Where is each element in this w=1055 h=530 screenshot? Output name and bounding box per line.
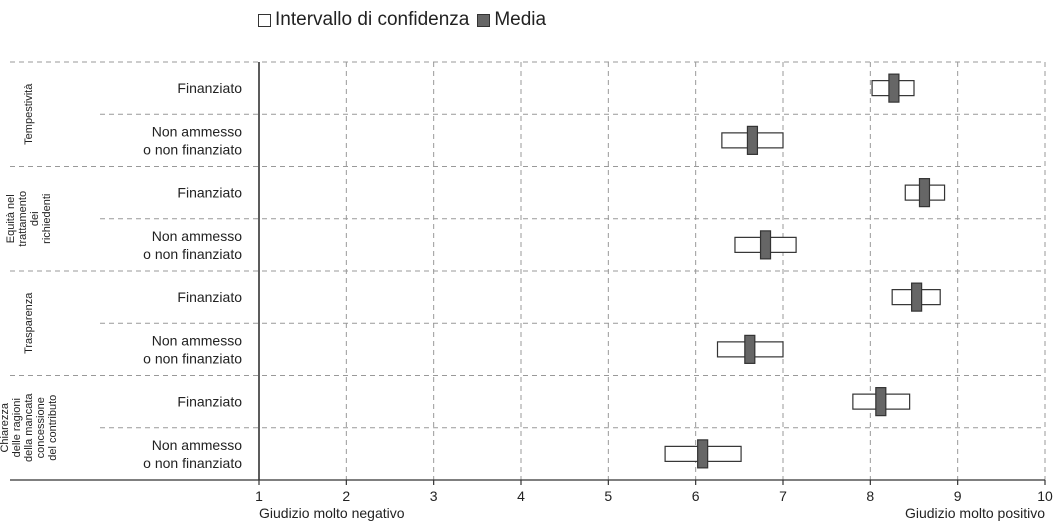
legend-item-ci: Intervallo di confidenza [258,9,469,31]
group-label-line: del contributo [47,395,59,461]
x-tick-label: 2 [342,488,350,504]
x-tick-label: 6 [692,488,700,504]
mean-marker [744,334,756,364]
category-label: o non finanziato [143,455,242,471]
group-label-line: Trasparenza [23,292,35,354]
group-label-line: della mancata [23,393,35,462]
group-label-line: richiedenti [41,194,53,244]
mean-swatch [477,13,491,27]
x-tick-label: 5 [604,488,612,504]
mean-marker [888,73,900,103]
category-label: Finanziato [177,80,242,96]
group-label: Equità neltrattamentodeirichiedenti [5,191,53,247]
group-label-line: delle ragioni [11,398,23,457]
group-label-line: Tempestività [23,83,35,145]
mean-marker [875,387,887,417]
category-label: Finanziato [177,289,242,305]
legend: Intervallo di confidenza Media [258,6,554,34]
category-label: o non finanziato [143,350,242,366]
group-label-line: concessione [35,397,47,458]
category-label: Finanziato [177,394,242,410]
x-tick-label: 8 [866,488,874,504]
group-label: Chiarezzadelle ragionidella mancataconce… [0,393,59,462]
group-label: Trasparenza [23,292,35,354]
group-label-line: Chiarezza [0,402,11,452]
x-tick-label: 3 [430,488,438,504]
legend-item-mean: Media [477,9,546,31]
ci-swatch [258,13,271,27]
x-tick-label: 4 [517,488,525,504]
category-label: Finanziato [177,185,242,201]
x-end-label-right: Giudizio molto positivo [905,505,1045,521]
x-tick-label: 7 [779,488,787,504]
category-label: o non finanziato [143,246,242,262]
x-tick-label: 1 [255,488,263,504]
x-end-label-left: Giudizio molto negativo [259,505,405,521]
group-label-line: dei [29,211,41,226]
category-label: o non finanziato [143,141,242,157]
x-tick-label: 9 [954,488,962,504]
legend-ci-label: Intervallo di confidenza [275,9,470,30]
mean-marker [911,282,923,312]
mean-marker [746,125,759,155]
category-label: Non ammesso [152,437,242,453]
mean-marker [697,439,709,469]
category-label: Non ammesso [152,123,242,139]
mean-marker [759,230,772,260]
mean-marker [918,178,931,208]
group-label-line: Equità nel [5,194,17,243]
group-label: Tempestività [23,83,35,145]
x-tick-label: 10 [1037,488,1053,504]
category-label: Non ammesso [152,332,242,348]
group-label-line: trattamento [17,191,29,247]
category-label: Non ammesso [152,228,242,244]
legend-mean-label: Media [494,9,547,30]
